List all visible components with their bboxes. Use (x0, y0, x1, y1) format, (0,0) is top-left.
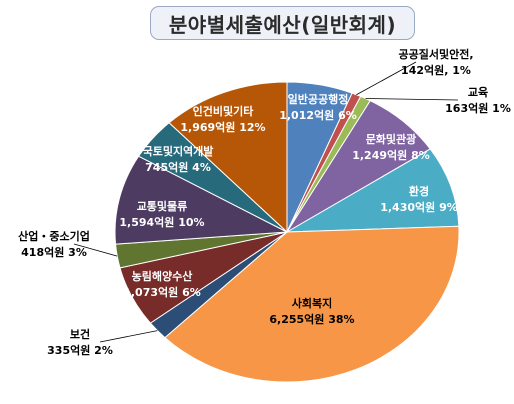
slice-value-label: 335억원 2% (47, 343, 113, 357)
slice-name-label: 농림해양수산 (132, 269, 193, 283)
slice-name-label: 환경 (409, 184, 429, 198)
pie-slice (286, 148, 460, 233)
chart-title-box: 분야별세출예산(일반회계) (150, 6, 415, 40)
slice-name-label: 보건 (70, 327, 90, 341)
slice-name-label: 교통및물류 (137, 199, 188, 213)
slice-value-label: 1,012억원 6% (279, 108, 357, 122)
slice-value-label: 745억원 4% (145, 160, 211, 174)
slice-name-label: 산업・중소기업 (18, 229, 90, 243)
slice-name-label: 공공질서및안전, (398, 47, 473, 61)
slice-value-label: 163억원 1% (445, 101, 511, 115)
pie-slice (164, 225, 460, 383)
leader-line (365, 98, 459, 101)
slice-name-label: 인건비및기타 (193, 104, 255, 118)
chart-title: 분야별세출예산(일반회계) (168, 12, 397, 37)
slice-value-label: 1,969억원 12% (180, 120, 265, 134)
slice-value-label: 1,249억원 8% (352, 148, 430, 162)
slice-name-label: 교육 (468, 86, 488, 99)
pie-slice (168, 81, 288, 234)
slice-value-label: 142억원, 1% (401, 63, 471, 77)
leader-line (73, 243, 118, 257)
slice-value-label: 418억원 3% (21, 245, 87, 259)
leader-line (99, 330, 158, 343)
slice-value-label: 1,430억원 9% (380, 200, 458, 214)
slice-name-label: 국토및지역개발 (143, 144, 214, 158)
leader-line (356, 61, 417, 96)
slice-value-label: 1,073억원 6% (123, 285, 201, 299)
slice-name-label: 문화및관광 (366, 132, 417, 146)
pie-slice (114, 155, 289, 245)
slice-value-label: 1,594억원 10% (119, 215, 204, 229)
slice-value-label: 6,255억원 38% (269, 312, 354, 326)
slice-name-label: 일반공공행정 (288, 92, 349, 106)
slice-name-label: 사회복지 (292, 296, 332, 310)
